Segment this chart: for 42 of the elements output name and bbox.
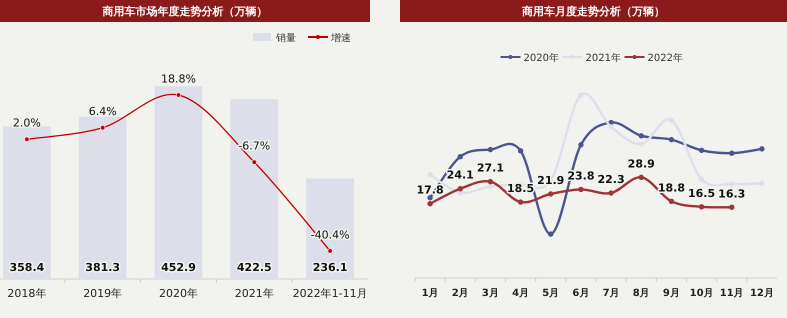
data-label: 18.8% <box>161 72 196 86</box>
data-label: 28.9 <box>628 157 655 170</box>
x-tick-label: 5月 <box>542 288 560 299</box>
x-tick-label: 8月 <box>632 288 650 299</box>
data-label: -6.7% <box>238 140 270 153</box>
x-tick-label: 9月 <box>662 288 680 299</box>
data-label: 381.3 <box>85 261 120 274</box>
legend-label: 2021年 <box>586 52 621 64</box>
data-label: 27.1 <box>476 162 504 175</box>
x-tick-label: 11月 <box>720 288 744 299</box>
legend-label: 销量 <box>275 33 296 44</box>
x-tick-label: 6月 <box>572 288 590 299</box>
data-label: 24.1 <box>446 168 474 182</box>
legend-label: 2020年 <box>524 52 559 64</box>
x-tick-label: 10月 <box>690 288 714 299</box>
x-tick-label: 2018年 <box>7 287 46 300</box>
data-label: 6.4% <box>88 105 117 118</box>
data-label: 22.3 <box>598 173 625 186</box>
chart-title: 商用车月度走势分析（万辆） <box>521 5 665 18</box>
x-tick-label: 2021年 <box>234 287 274 300</box>
data-label: 358.4 <box>10 261 45 274</box>
x-tick-label: 7月 <box>602 288 620 299</box>
data-label: 18.5 <box>507 182 534 196</box>
legend-label: 增速 <box>330 32 351 44</box>
x-tick-label: 2022年1-11月 <box>292 287 368 300</box>
data-label: 16.5 <box>688 186 716 200</box>
data-label: 18.8 <box>658 181 685 194</box>
data-label: 16.3 <box>718 187 746 200</box>
data-label: 236.1 <box>312 261 348 274</box>
data-label: 422.5 <box>236 261 272 274</box>
data-label: 21.9 <box>537 174 564 187</box>
x-tick-label: 3月 <box>482 288 499 299</box>
x-tick-label: 12月 <box>750 288 774 299</box>
chart-title: 商用车市场年度走势分析（万辆） <box>102 5 268 18</box>
data-label: 2.0% <box>12 116 41 130</box>
x-tick-label: 1月 <box>422 288 439 299</box>
x-tick-label: 2019年 <box>83 287 122 300</box>
x-tick-label: 4月 <box>512 288 530 299</box>
data-label: 452.9 <box>161 261 196 274</box>
x-tick-label: 2020年 <box>159 287 198 300</box>
legend-label: 2022年 <box>648 52 683 64</box>
x-tick-label: 2月 <box>452 288 469 299</box>
